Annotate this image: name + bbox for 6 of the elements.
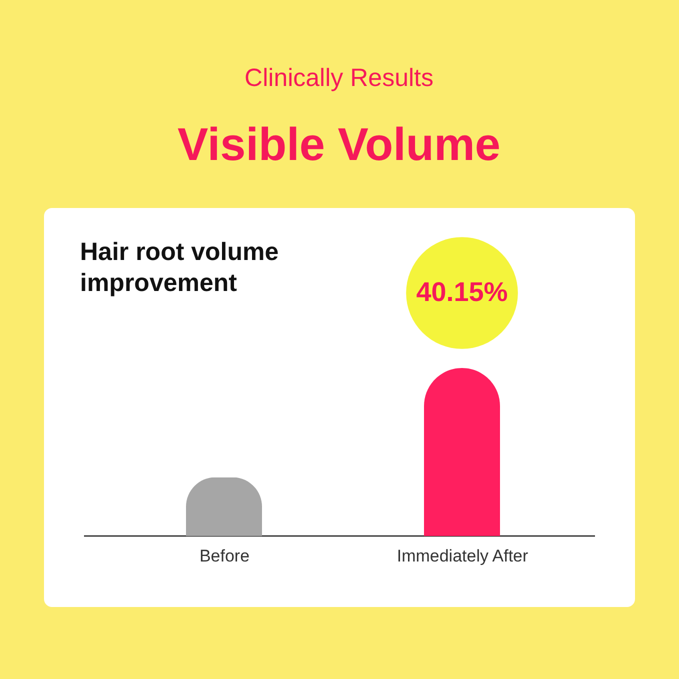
text: 40.15%	[416, 277, 508, 307]
chart-subtitle: Hair root volume improvement	[80, 238, 279, 297]
x-tick-label: Immediately After	[396, 546, 528, 566]
x-tick-label: Before	[199, 546, 250, 566]
text: Clinically Results	[244, 64, 434, 92]
chart-title: Visible Volume	[178, 118, 500, 170]
